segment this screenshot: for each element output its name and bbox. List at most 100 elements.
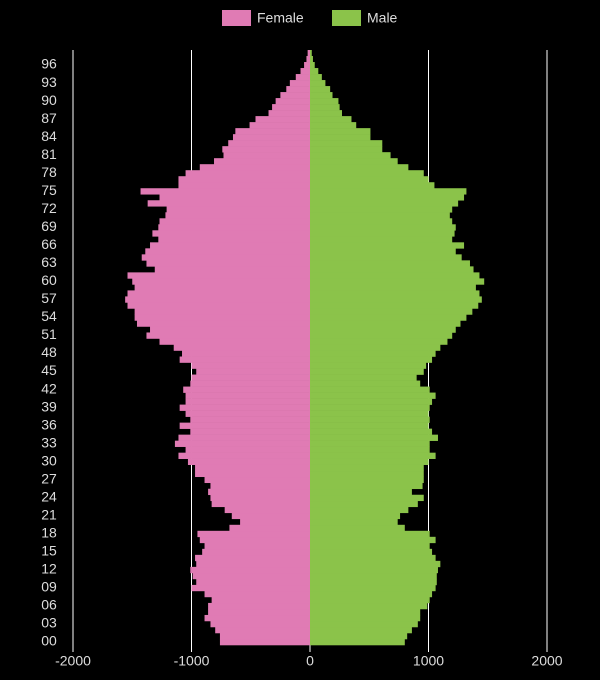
bar — [190, 416, 310, 423]
bar — [310, 212, 450, 219]
bar — [140, 188, 310, 195]
bar — [310, 362, 427, 369]
bar — [310, 320, 461, 327]
bar — [224, 506, 310, 514]
bar — [182, 350, 310, 357]
bar — [310, 470, 424, 478]
bar — [310, 206, 453, 213]
y-tick-label: 48 — [41, 344, 57, 360]
bar — [295, 74, 310, 81]
bar — [178, 434, 310, 441]
bar — [219, 632, 310, 640]
bar — [310, 386, 430, 393]
bar — [199, 164, 310, 171]
bar — [235, 128, 310, 135]
bar — [141, 254, 310, 261]
bar — [185, 410, 310, 417]
y-tick-label: 39 — [41, 398, 57, 414]
bar — [310, 326, 456, 333]
y-tick-label: 45 — [41, 362, 57, 378]
bar — [310, 122, 357, 129]
y-tick-label: 21 — [41, 506, 57, 522]
bar — [310, 542, 430, 550]
bar — [310, 194, 465, 201]
bar — [127, 302, 310, 309]
bar — [127, 272, 310, 279]
bar — [158, 224, 310, 231]
bar — [134, 284, 310, 291]
bar — [208, 608, 310, 616]
bar — [310, 638, 405, 646]
bar — [310, 350, 436, 357]
bar — [196, 560, 310, 568]
bar — [310, 626, 412, 634]
bar — [310, 608, 421, 616]
bar — [185, 398, 310, 405]
bar — [222, 146, 310, 153]
y-tick-label: 51 — [41, 326, 57, 342]
bar — [310, 80, 326, 87]
bar — [210, 494, 310, 502]
bar — [310, 158, 398, 165]
bar — [136, 320, 310, 327]
bar — [310, 578, 437, 586]
bar — [255, 116, 310, 123]
bar — [147, 200, 310, 207]
bar — [150, 326, 310, 333]
bar — [310, 308, 473, 315]
y-tick-label: 96 — [41, 56, 57, 72]
bar — [179, 404, 310, 411]
bar — [310, 602, 428, 610]
bar — [310, 572, 437, 580]
bar — [310, 260, 470, 267]
y-tick-label: 42 — [41, 380, 57, 396]
bar — [196, 368, 310, 375]
bar — [159, 194, 310, 201]
bar — [268, 110, 310, 117]
bar — [310, 494, 424, 502]
bar — [125, 296, 310, 303]
bar — [310, 152, 391, 159]
bar — [306, 56, 310, 63]
y-tick-label: 06 — [41, 597, 57, 613]
bar — [183, 386, 310, 393]
bar — [150, 242, 310, 249]
bar — [310, 518, 398, 526]
bar — [310, 128, 371, 135]
bar — [310, 224, 456, 231]
bar — [310, 314, 467, 321]
y-tick-label: 75 — [41, 182, 57, 198]
bar — [307, 50, 310, 57]
x-tick-label: 2000 — [531, 653, 562, 669]
legend-swatch — [332, 10, 361, 26]
bar — [249, 122, 310, 129]
bar — [310, 524, 405, 532]
bar — [310, 134, 371, 141]
bar — [310, 56, 313, 63]
bar — [173, 344, 310, 351]
bar — [310, 332, 453, 339]
bar — [310, 278, 485, 285]
x-tick-label: 0 — [306, 653, 314, 669]
bar — [204, 590, 310, 598]
bar — [310, 590, 433, 598]
legend-label: Female — [257, 10, 304, 26]
bar — [310, 482, 423, 490]
bar — [195, 554, 310, 562]
bar — [310, 428, 433, 435]
bar — [304, 62, 310, 69]
bar — [197, 530, 310, 538]
bar — [232, 134, 310, 141]
bar — [178, 452, 310, 459]
bar — [310, 410, 429, 417]
bar — [310, 188, 467, 195]
y-tick-label: 03 — [41, 615, 57, 631]
bar — [185, 446, 310, 453]
bar — [152, 230, 310, 237]
bar — [214, 158, 310, 165]
bar — [204, 542, 310, 550]
bar — [310, 380, 421, 387]
bar — [159, 338, 310, 345]
bar — [310, 170, 424, 177]
